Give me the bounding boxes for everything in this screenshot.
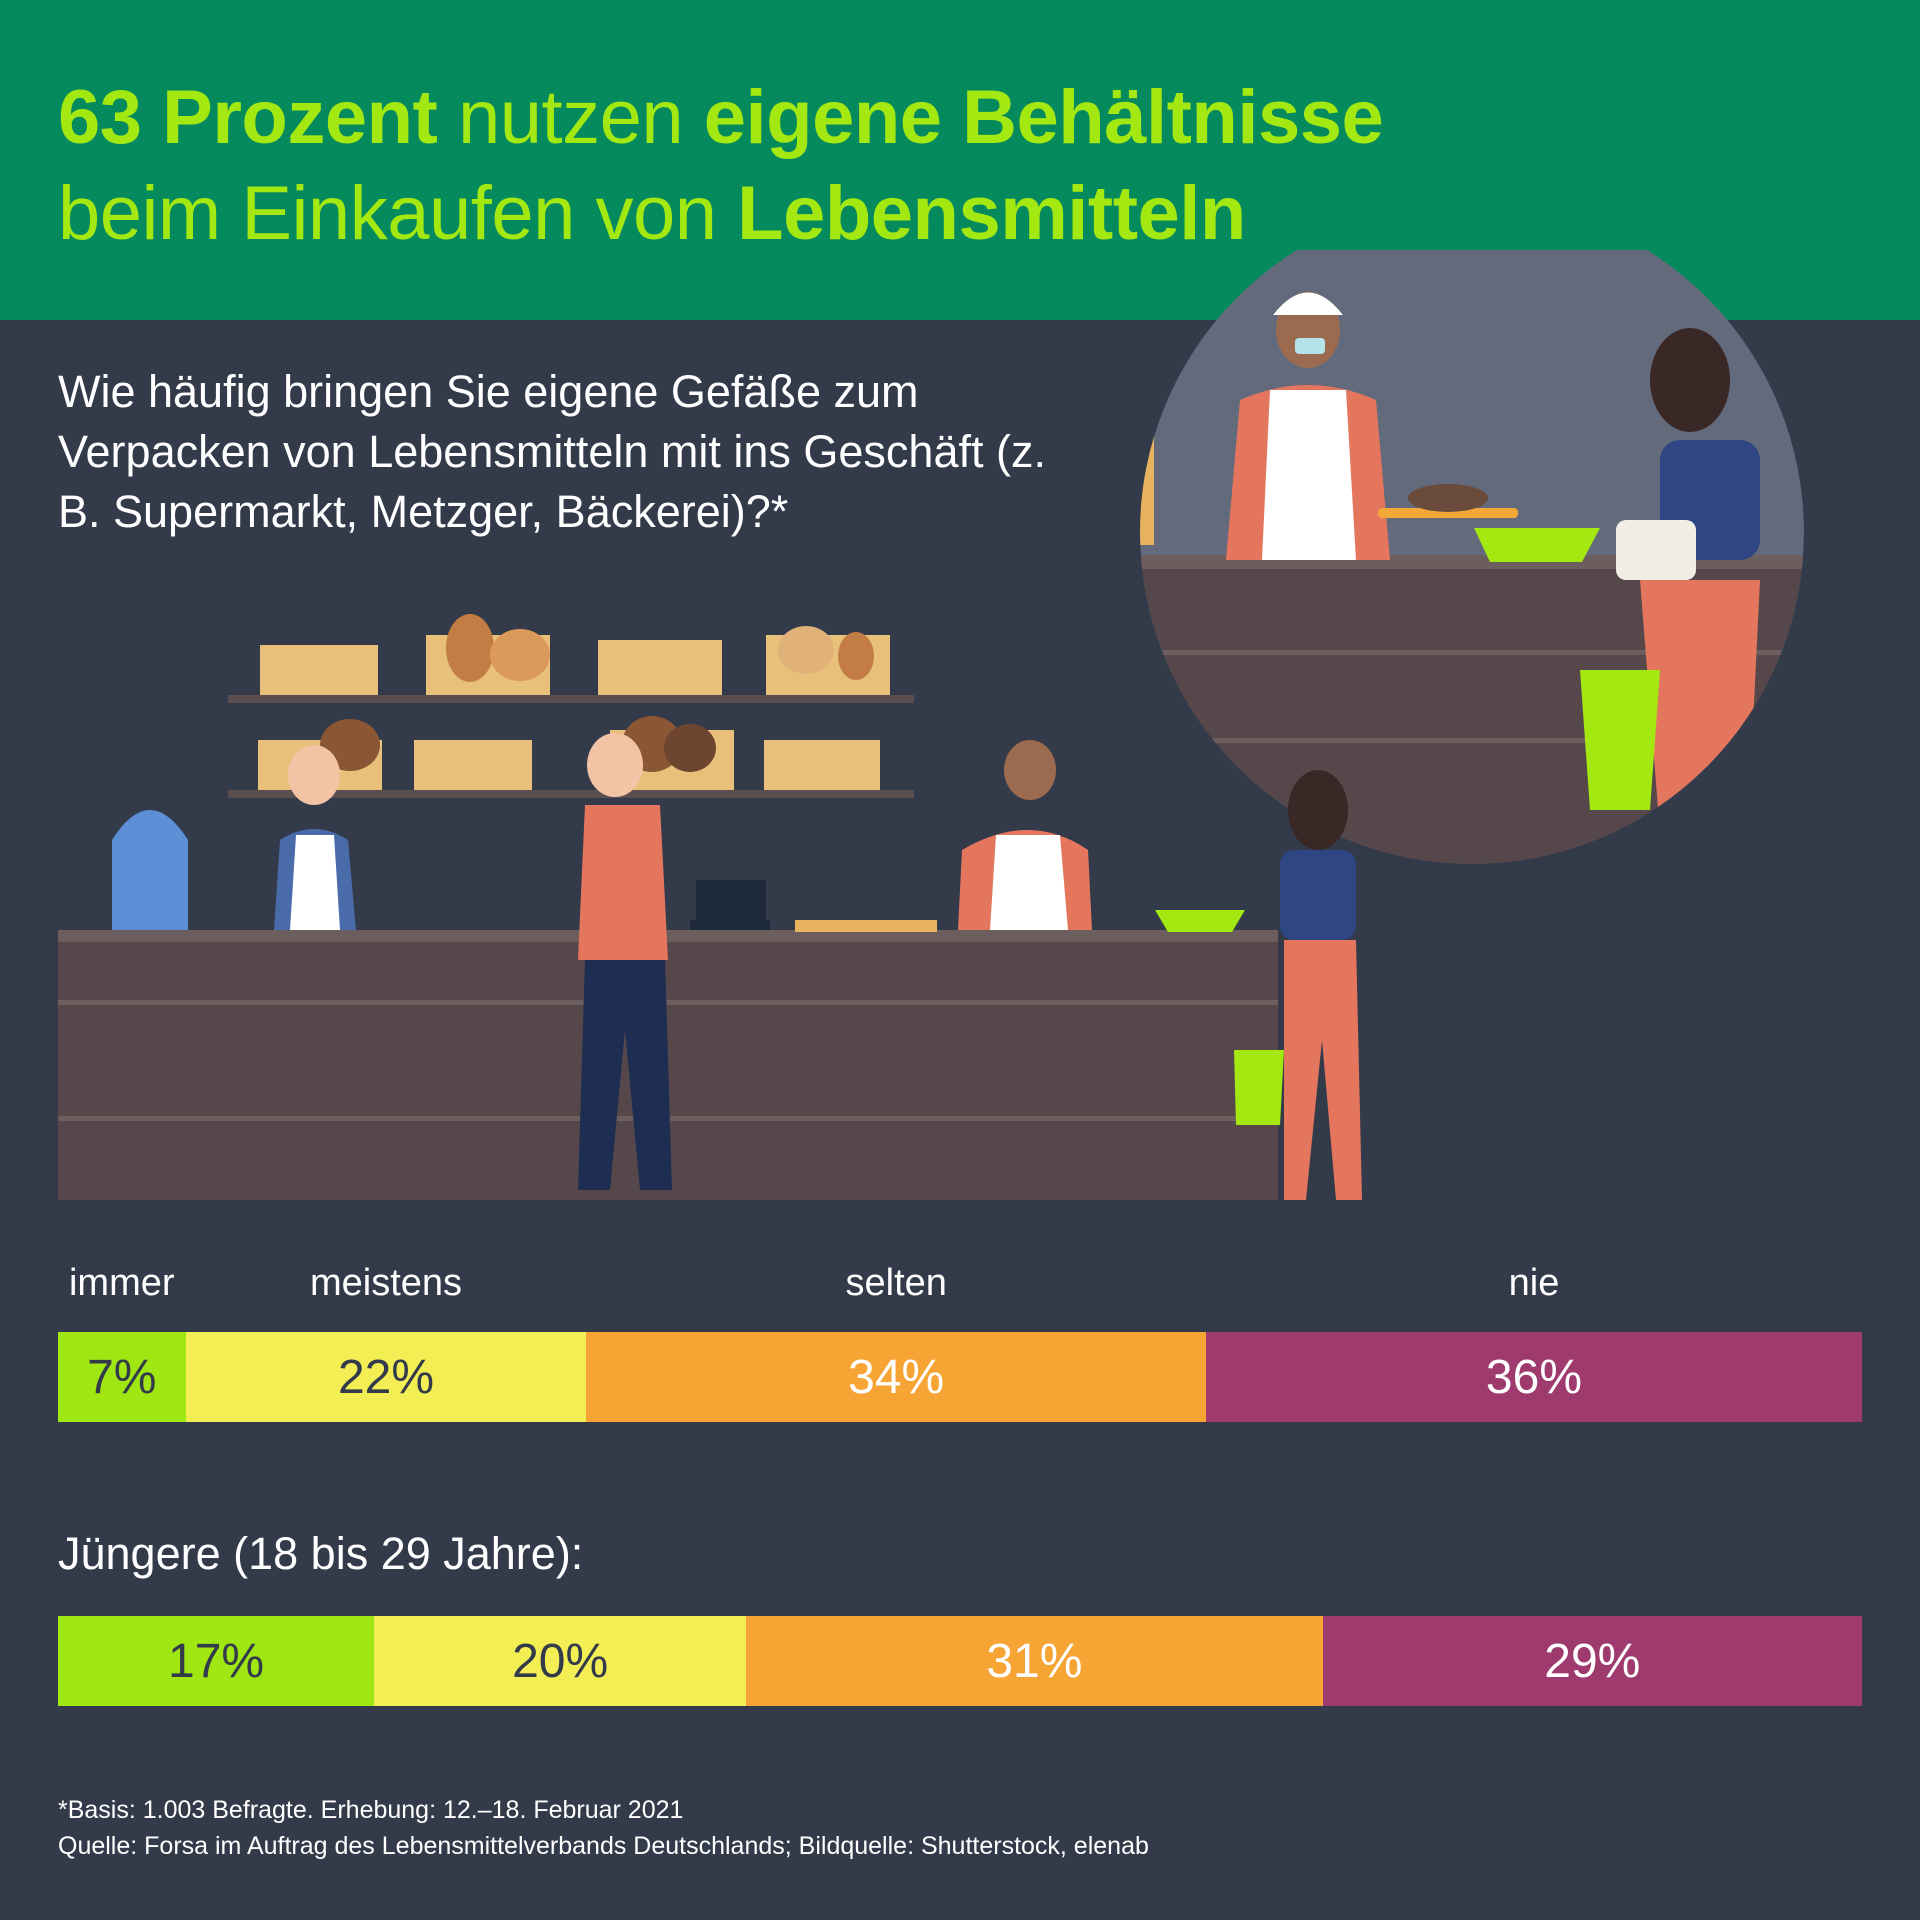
zoom-circle: [1140, 250, 1804, 864]
category-label-selten: selten: [845, 1262, 947, 1304]
category-label-immer: immer: [68, 1262, 175, 1304]
bar-segment-nie: 36%: [1205, 1332, 1862, 1422]
page-title: 63 Prozent nutzen eigene Behältnisse bei…: [58, 70, 1384, 262]
younger-segment-meistens: 20%: [374, 1616, 747, 1706]
title-part-4: beim Einkaufen von: [58, 171, 738, 256]
younger-segment-nie: 29%: [1322, 1616, 1862, 1706]
overall-bar: 7% 22% 34% 36%: [58, 1332, 1862, 1422]
bar-segment-immer: 7%: [58, 1332, 186, 1422]
survey-question: Wie häufig bringen Sie eigene Gefäße zum…: [58, 366, 1046, 537]
title-part-5: Lebensmitteln: [737, 171, 1246, 256]
younger-segment-immer: 17%: [58, 1616, 375, 1706]
younger-group-label: Jüngere (18 bis 29 Jahre):: [58, 1528, 584, 1579]
category-label-nie: nie: [1508, 1262, 1560, 1304]
title-part-1: 63 Prozent: [58, 75, 438, 160]
younger-segment-selten: 31%: [746, 1616, 1323, 1706]
category-label-meistens: meistens: [309, 1262, 463, 1304]
title-part-2: nutzen: [437, 75, 704, 160]
younger-bar: 17% 20% 31% 29%: [58, 1616, 1862, 1706]
title-part-3: eigene Behältnisse: [703, 75, 1384, 160]
footnote-source: Quelle: Forsa im Auftrag des Lebensmitte…: [58, 1832, 1149, 1860]
bar-segment-meistens: 22%: [185, 1332, 587, 1422]
footnote-basis: *Basis: 1.003 Befragte. Erhebung: 12.–18…: [58, 1796, 684, 1824]
people: [274, 733, 1362, 1200]
bar-segment-selten: 34%: [586, 1332, 1206, 1422]
bakery-illustration: [58, 250, 1804, 1200]
